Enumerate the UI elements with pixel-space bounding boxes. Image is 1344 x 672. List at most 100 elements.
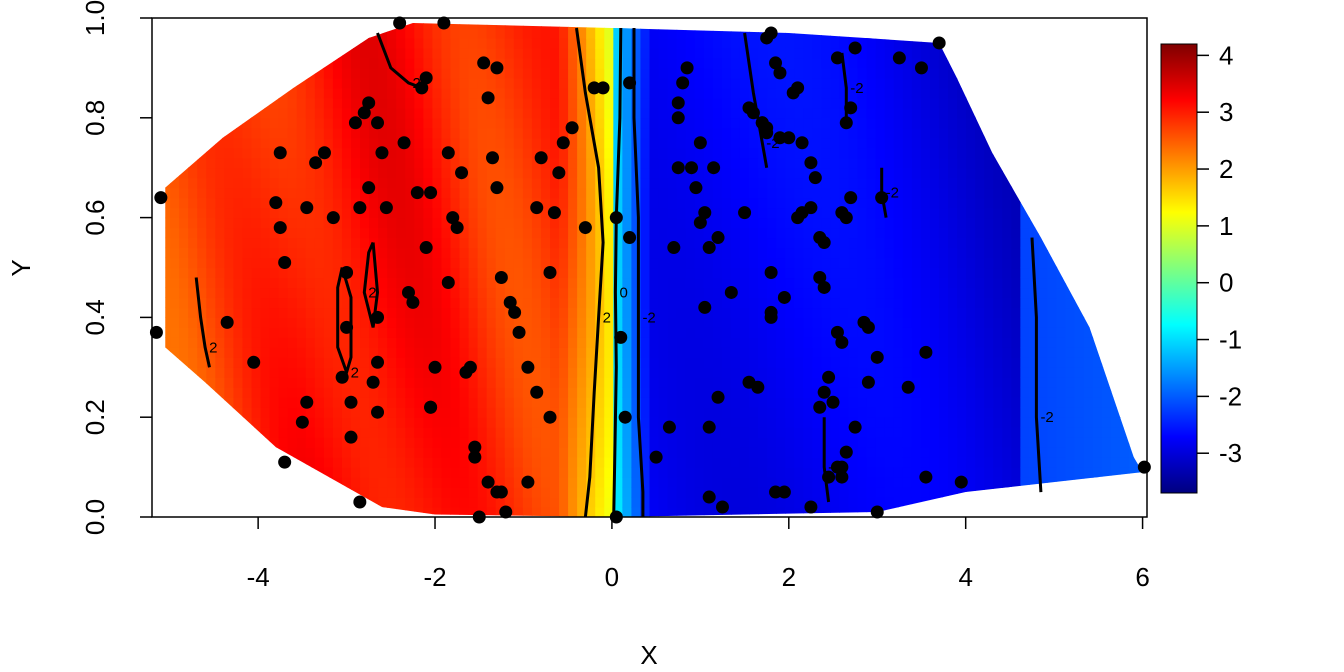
heat-cell [559,197,569,209]
heat-cell [296,447,307,458]
heat-cell [1029,87,1040,99]
heat-cell [1038,177,1049,189]
heat-cell [332,37,343,49]
heat-cell [550,47,560,59]
heat-cell [577,47,587,59]
heat-cell [640,217,651,229]
heat-cell [749,307,759,318]
heat-cell [839,267,850,279]
heat-cell [712,257,723,269]
heat-cell [215,27,225,39]
heat-cell [305,337,316,348]
heat-cell [694,97,705,109]
heat-cell [242,417,253,428]
heat-cell [776,387,786,398]
heat-cell [785,147,795,159]
heat-cell [206,437,216,448]
heat-cell [188,267,198,279]
heat-cell [694,467,705,478]
heat-cell [685,257,696,269]
heat-cell [685,387,696,398]
heat-cell [224,77,235,89]
heat-cell [911,387,922,398]
heat-cell [604,497,614,508]
heat-cell [957,47,967,59]
heat-cell [821,207,832,219]
heat-cell [848,57,859,69]
heat-cell [378,337,388,348]
heat-cell [486,177,497,189]
heat-cell [667,177,678,189]
heat-cell [432,487,443,498]
heat-cell [1029,507,1040,518]
heat-cell [197,487,207,498]
heat-cell [703,447,714,458]
heat-cell [1029,427,1040,438]
heat-cell [432,157,443,169]
heat-cell [622,257,633,269]
heat-cell [749,277,759,289]
heat-cell [830,367,841,378]
heat-cell [197,197,207,209]
heat-cell [341,287,352,299]
heat-cell [550,287,560,299]
heat-cell [540,197,551,209]
heat-cell [902,467,913,478]
heat-cell [767,477,777,488]
heat-cell [884,207,895,219]
heat-cell [323,367,334,378]
heat-cell [703,37,714,49]
heat-cell [287,127,298,139]
heat-cell [468,337,479,348]
heat-cell [369,177,379,189]
heat-cell [1002,157,1012,169]
heat-cell [712,327,723,338]
heat-cell [893,357,904,368]
heat-cell [758,317,768,328]
heat-cell [179,427,189,438]
heat-cell [387,377,397,388]
heat-cell [884,437,895,448]
heat-cell [948,377,958,388]
heat-cell [929,217,940,229]
heat-cell [495,407,506,418]
heat-cell [314,377,325,388]
heat-cell [640,487,651,498]
heat-cell [776,267,786,279]
heat-cell [929,107,940,119]
heat-cell [341,387,352,398]
heat-cell [730,487,741,498]
heat-cell [830,187,841,199]
heat-cell [414,167,424,179]
heat-cell [902,27,913,39]
heat-cell [260,127,271,139]
heat-cell [179,167,189,179]
heat-cell [857,357,868,368]
heat-cell [902,267,913,279]
heat-cell [1011,337,1021,348]
heat-cell [975,327,985,338]
heat-cell [875,477,886,488]
heat-cell [314,347,325,358]
heat-cell [441,487,452,498]
heat-cell [1029,307,1040,318]
heat-cell [170,147,180,159]
heat-cell [1020,67,1031,79]
heat-cell [170,347,180,358]
heat-cell [495,347,506,358]
heat-cell [984,127,994,139]
heat-cell [884,417,895,428]
heat-cell [522,177,533,189]
heat-cell [1047,207,1058,219]
heat-cell [206,137,216,149]
heat-cell [188,367,198,378]
heat-cell [966,407,976,418]
heat-cell [721,437,732,448]
heat-cell [260,487,271,498]
heat-cell [975,487,985,498]
heat-cell [721,297,732,309]
heat-cell [332,137,343,149]
heat-cell [450,427,461,438]
heat-cell [767,277,777,289]
heat-cell [287,247,298,259]
